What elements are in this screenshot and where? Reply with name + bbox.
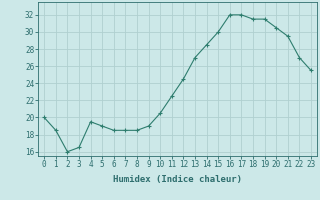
X-axis label: Humidex (Indice chaleur): Humidex (Indice chaleur) xyxy=(113,175,242,184)
